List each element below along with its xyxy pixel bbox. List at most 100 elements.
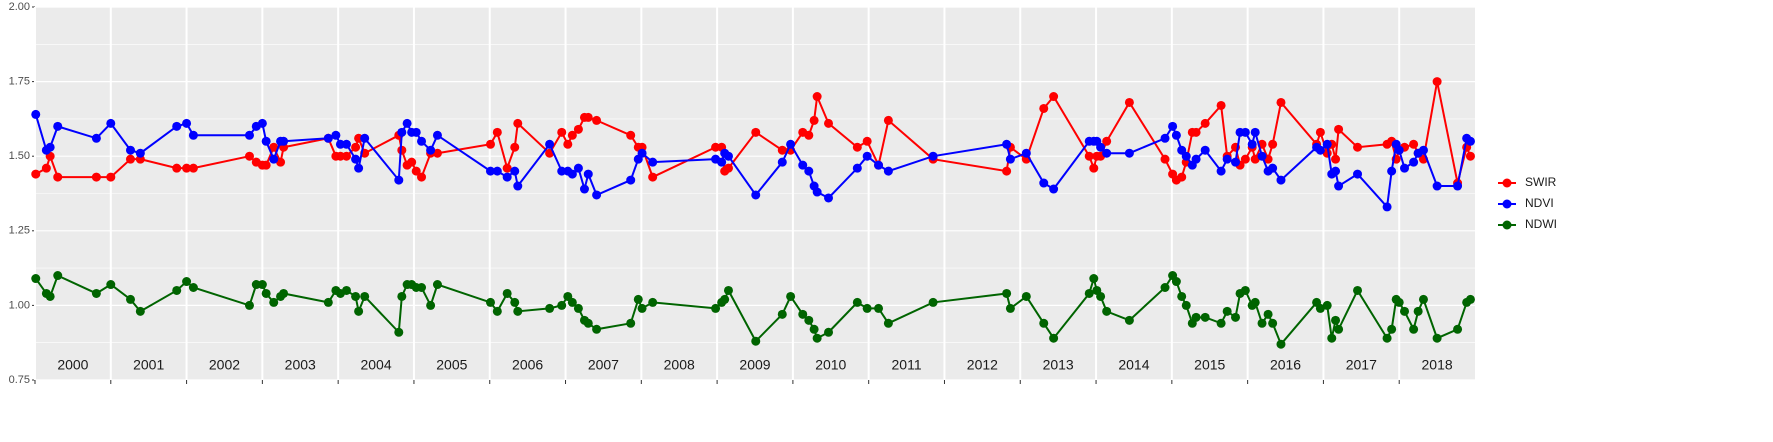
point [417,282,427,292]
point [928,297,938,307]
point [432,130,442,140]
point [824,118,834,128]
point [1250,127,1260,137]
point [1334,324,1344,334]
point [1257,318,1267,328]
point [502,172,512,182]
point [1039,178,1049,188]
point [1171,277,1181,287]
point [1216,100,1226,110]
point [751,336,761,346]
point [432,280,442,290]
point [341,139,351,149]
point [1409,324,1419,334]
point [172,121,182,131]
year-label: 2013 [1043,357,1074,373]
point [1084,288,1094,298]
point [510,166,520,176]
point [360,291,370,301]
point [777,157,787,167]
point [637,303,647,313]
point [557,127,567,137]
point [1168,121,1178,131]
point [1334,181,1344,191]
point [411,166,421,176]
point [1181,300,1191,310]
point [1222,154,1232,164]
point [360,133,370,143]
point [1353,285,1363,295]
point [513,306,523,316]
year-label: 2016 [1270,357,1301,373]
point [394,175,404,185]
point [31,169,41,179]
point [1250,154,1260,164]
point [1096,291,1106,301]
point [648,172,658,182]
point [1177,291,1187,301]
point [502,288,512,298]
point [485,297,495,307]
point [261,136,271,146]
point [592,190,602,200]
point [513,118,523,128]
point [432,148,442,158]
point [1263,309,1273,319]
point [1160,133,1170,143]
point [573,163,583,173]
point [323,297,333,307]
point [397,291,407,301]
year-label: 2002 [209,357,240,373]
point [1418,145,1428,155]
point [1465,136,1475,146]
point [106,172,116,182]
point [354,306,364,316]
legend-key [1502,220,1512,230]
y-tick-label: 0.75 [9,374,30,386]
year-label: 2007 [588,357,619,373]
point [53,172,63,182]
point [323,133,333,143]
y-tick-label: 1.00 [9,299,30,311]
point [592,115,602,125]
year-label: 2010 [815,357,846,373]
point [1453,324,1463,334]
point [417,172,427,182]
point [331,130,341,140]
legend: SWIR NDVI NDWI [1498,175,1557,231]
point [786,139,796,149]
point [573,303,583,313]
year-label: 2000 [57,357,88,373]
point [91,288,101,298]
point [1322,300,1332,310]
point [804,130,814,140]
point [1400,306,1410,316]
point [557,300,567,310]
point [426,300,436,310]
point [53,121,63,131]
point [1096,142,1106,152]
point [1049,92,1059,102]
year-label: 2008 [664,357,695,373]
point [279,288,289,298]
point [182,277,192,287]
point [1049,333,1059,343]
point [583,169,593,179]
point [188,282,198,292]
point [1322,139,1332,149]
point [1268,318,1278,328]
point [1240,127,1250,137]
point [874,303,884,313]
point [1276,175,1286,185]
point [244,130,254,140]
point [852,142,862,152]
point [798,309,808,319]
point [648,157,658,167]
point [1021,291,1031,301]
year-label: 2017 [1346,357,1377,373]
point [777,309,787,319]
y-tick-label: 1.25 [9,225,30,237]
point [351,142,361,152]
point [257,118,267,128]
